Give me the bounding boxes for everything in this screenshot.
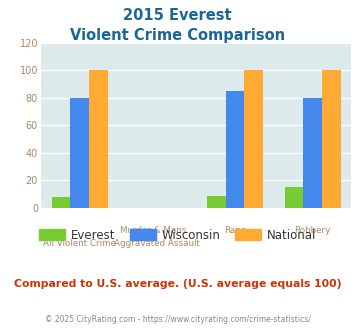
Bar [89, 70, 108, 208]
Text: Violent Crime Comparison: Violent Crime Comparison [70, 28, 285, 43]
Bar [226, 91, 244, 208]
Legend: Everest, Wisconsin, National: Everest, Wisconsin, National [34, 224, 321, 247]
Bar [303, 98, 322, 208]
Text: All Violent Crime: All Violent Crime [43, 239, 116, 248]
Bar [285, 187, 303, 208]
Text: © 2025 CityRating.com - https://www.cityrating.com/crime-statistics/: © 2025 CityRating.com - https://www.city… [45, 315, 310, 324]
Text: Aggravated Assault: Aggravated Assault [114, 239, 200, 248]
Bar [207, 195, 226, 208]
Bar [244, 70, 263, 208]
Text: 2015 Everest: 2015 Everest [123, 8, 232, 23]
Text: Compared to U.S. average. (U.S. average equals 100): Compared to U.S. average. (U.S. average … [14, 279, 341, 289]
Bar [322, 70, 340, 208]
Bar [70, 98, 89, 208]
Text: Rape: Rape [224, 226, 246, 235]
Bar [52, 197, 70, 208]
Text: Robbery: Robbery [295, 226, 331, 235]
Text: Murder & Mans...: Murder & Mans... [120, 226, 195, 235]
